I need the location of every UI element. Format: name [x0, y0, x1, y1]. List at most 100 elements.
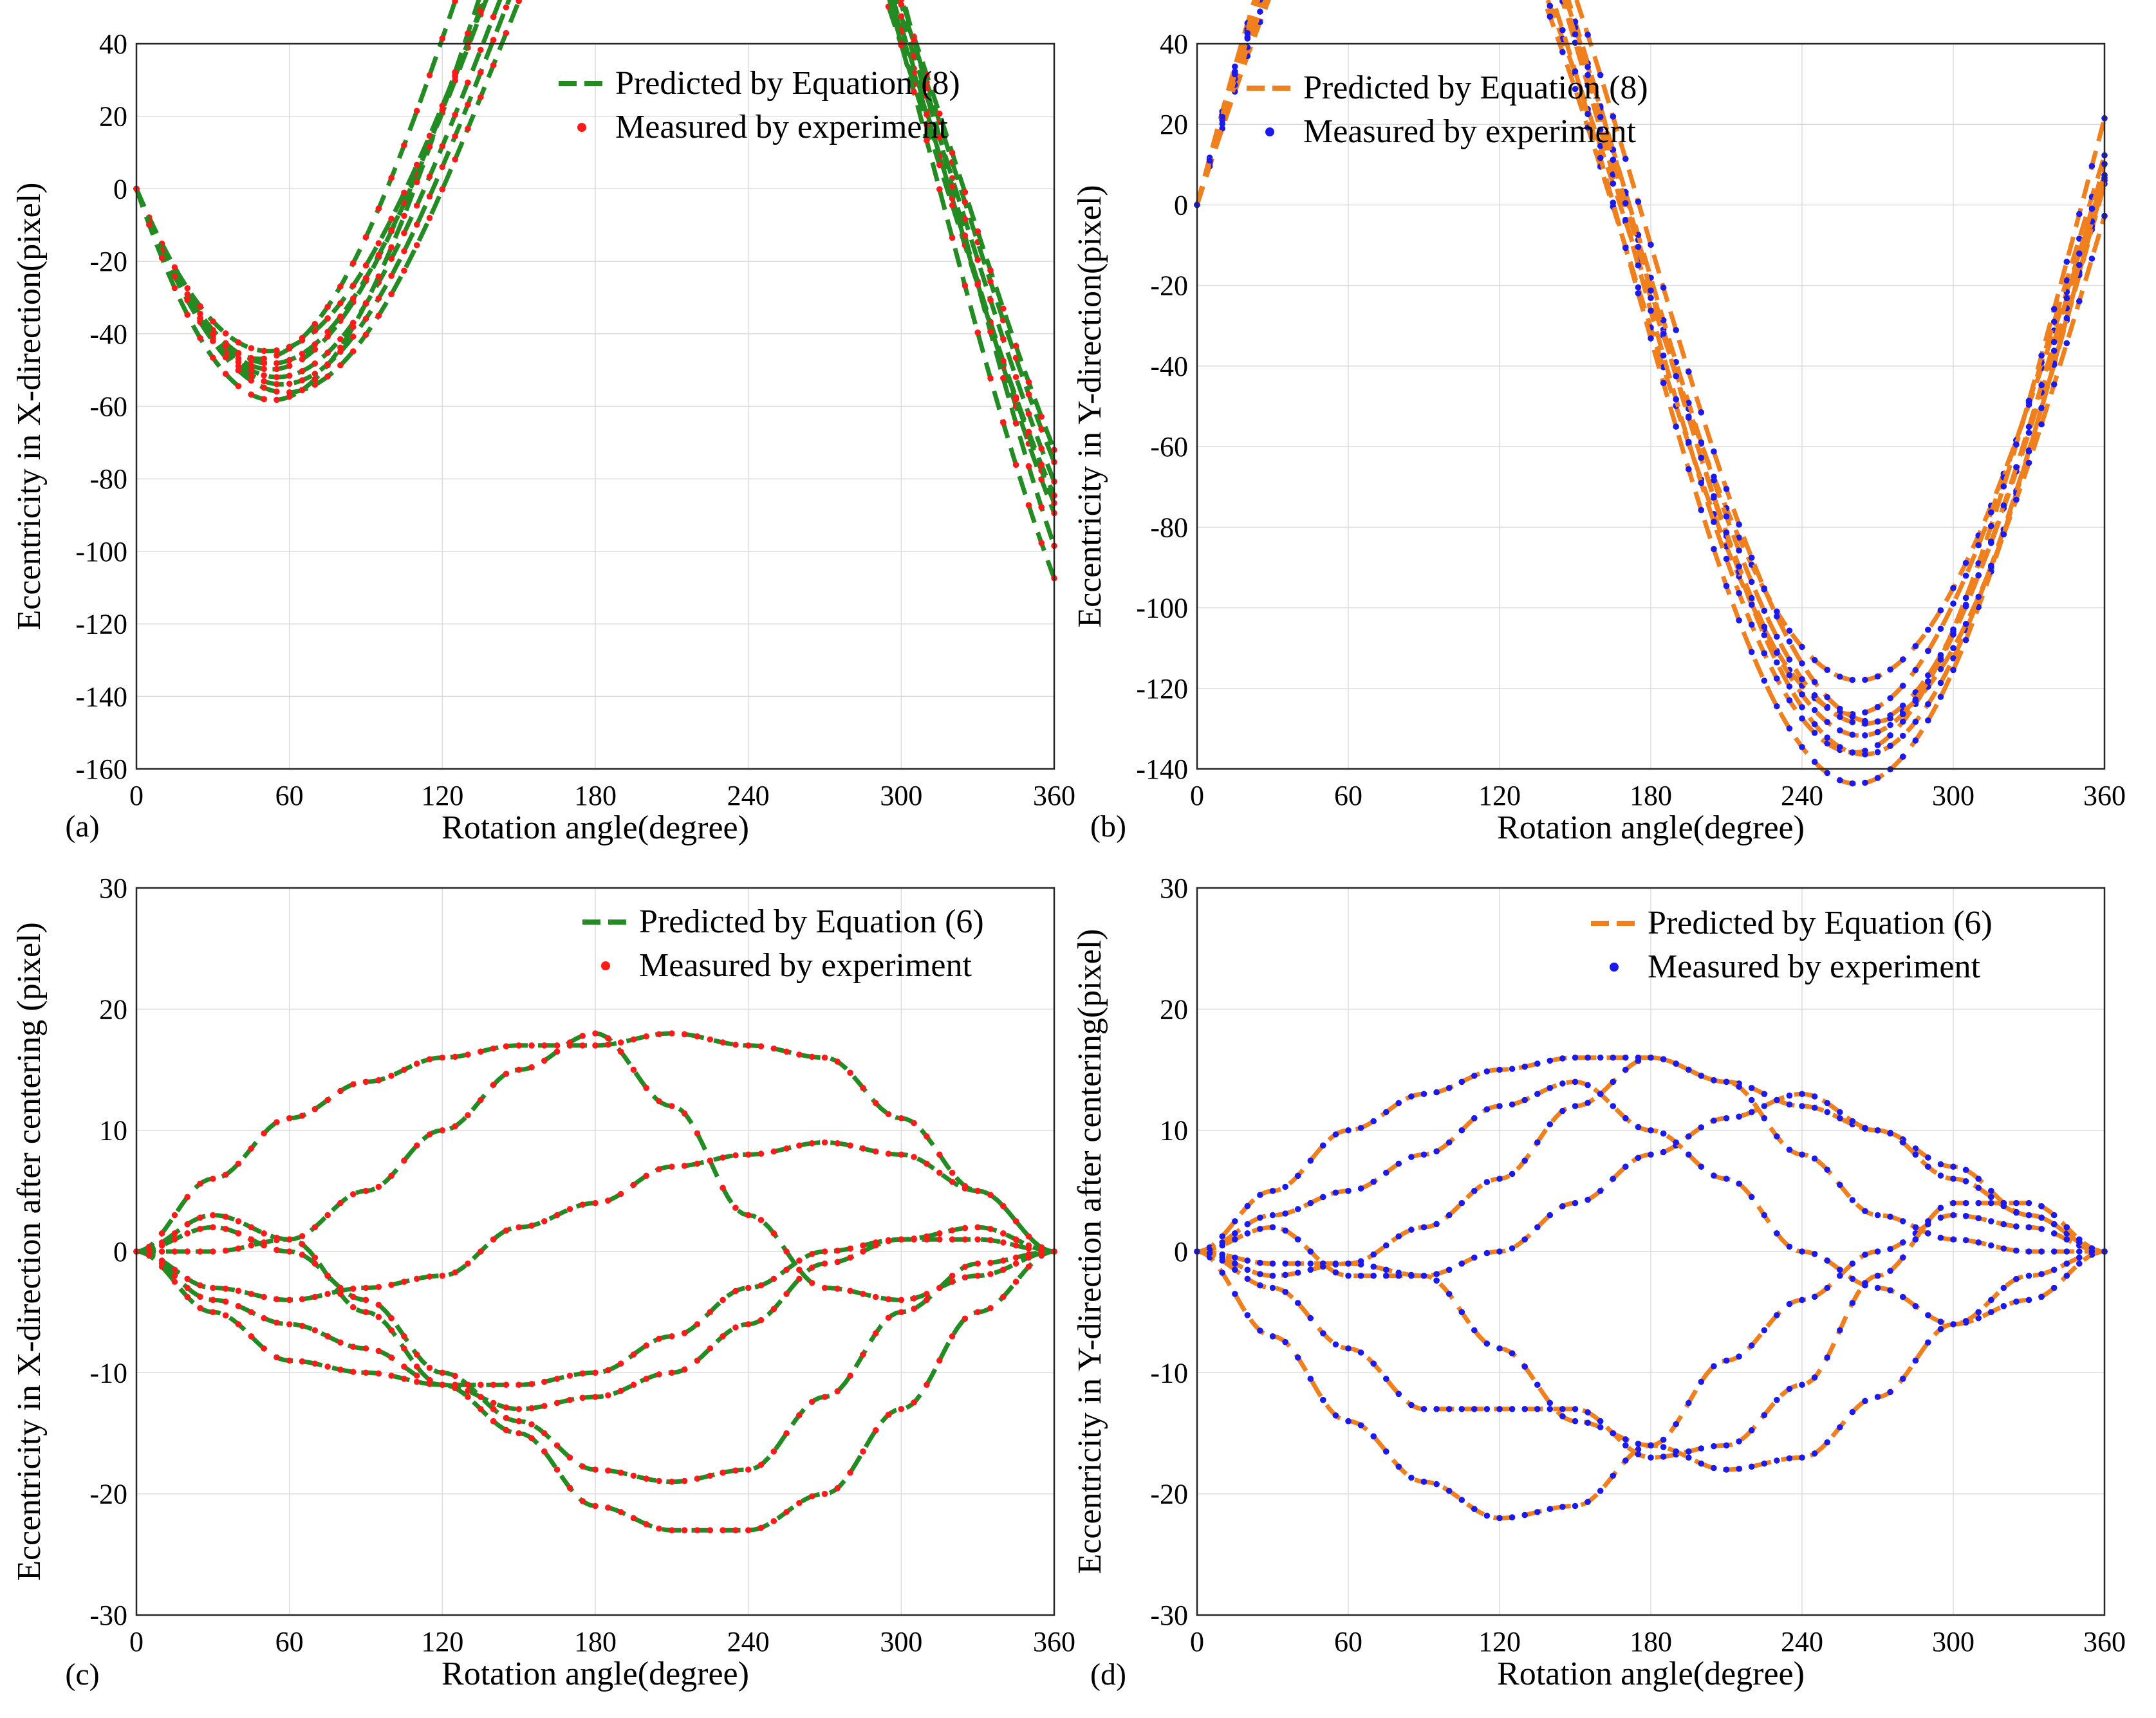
measured-point: [1862, 676, 1868, 683]
measured-point: [171, 284, 178, 291]
measured-point: [1232, 1218, 1238, 1224]
measured-point: [605, 1392, 611, 1399]
measured-point: [1408, 1272, 1415, 1279]
measured-point: [949, 1279, 956, 1285]
measured-point: [1774, 1133, 1780, 1140]
measured-point: [2038, 1226, 2045, 1232]
measured-point: [388, 1315, 395, 1322]
measured-point: [592, 1199, 599, 1206]
measured-point: [490, 1418, 497, 1425]
measured-point: [1395, 1390, 1402, 1398]
measured-point: [1736, 590, 1742, 596]
y-tick-label: -120: [75, 609, 127, 640]
measured-point: [248, 1291, 255, 1297]
measured-point: [2076, 298, 2083, 304]
measured-point: [1988, 1194, 1994, 1201]
measured-point: [872, 1293, 879, 1300]
measured-point: [478, 1406, 484, 1412]
measured-point: [1874, 1248, 1881, 1255]
measured-point: [2038, 1248, 2045, 1255]
measured-point: [885, 1111, 892, 1118]
measured-point: [324, 333, 331, 340]
measured-point: [1332, 1341, 1339, 1348]
measured-point: [1786, 1243, 1793, 1250]
measured-point: [745, 1527, 752, 1533]
measured-point: [1483, 1512, 1491, 1519]
measured-point: [286, 1115, 293, 1122]
measured-point: [1748, 1096, 1755, 1104]
measured-point: [1483, 1250, 1491, 1257]
panel-c: 0 60 120 180 240 300 360 -30 -20 -10 0 10 20 30 Rotati…: [11, 873, 1075, 1692]
y-tick-label: -40: [89, 319, 127, 350]
measured-point: [579, 1201, 586, 1208]
measured-point: [2050, 1221, 2058, 1228]
measured-point: [299, 387, 306, 393]
measured-point: [2025, 448, 2032, 455]
measured-point: [1269, 1272, 1276, 1279]
measured-point: [235, 363, 242, 369]
measured-point: [720, 1469, 726, 1476]
measured-point: [949, 1272, 956, 1279]
measured-point: [478, 1048, 484, 1055]
measured-point: [1950, 667, 1956, 674]
measured-point: [1950, 1163, 1956, 1170]
measured-point: [1988, 522, 1994, 530]
measured-point: [235, 1321, 242, 1327]
measured-point: [1937, 666, 1944, 672]
measured-point: [707, 1345, 714, 1352]
measured-point: [197, 335, 203, 342]
measured-point: [362, 1297, 369, 1304]
legend-label-measured: Measured by experiment: [615, 109, 948, 145]
measured-point: [1950, 1176, 1956, 1182]
measured-point: [987, 375, 994, 382]
x-tick-label: 300: [880, 1626, 922, 1658]
measured-point: [1320, 1263, 1326, 1270]
measured-point: [1899, 1218, 1906, 1224]
measured-point: [1988, 1297, 1994, 1304]
measured-point: [1761, 1115, 1768, 1122]
measured-point: [656, 1335, 662, 1342]
measured-point: [2038, 1293, 2045, 1300]
measured-point: [834, 1286, 841, 1292]
measured-point: [401, 212, 407, 219]
measured-point: [1912, 719, 1919, 725]
measured-point: [566, 1454, 573, 1461]
measured-point: [1887, 695, 1893, 701]
measured-point: [987, 297, 994, 303]
measured-point: [1887, 1389, 1893, 1396]
y-tick-label: 20: [99, 101, 127, 133]
measured-point: [1635, 284, 1642, 291]
measured-point: [1862, 1280, 1868, 1286]
y-axis-title: Eccentricity in Y-direction(pixel): [1072, 185, 1108, 627]
measured-point: [1723, 1357, 1730, 1364]
measured-point: [1433, 1277, 1440, 1284]
measured-point: [235, 1230, 242, 1237]
measured-point: [274, 1237, 280, 1244]
measured-point: [745, 1466, 752, 1473]
measured-point: [286, 1357, 293, 1364]
measured-point: [439, 1054, 446, 1061]
measured-point: [1357, 1349, 1364, 1356]
measured-point: [1874, 1127, 1881, 1134]
measured-point: [1799, 1151, 1805, 1158]
measured-point: [617, 1039, 624, 1046]
measured-point: [248, 372, 255, 378]
measured-point: [311, 360, 319, 367]
measured-point: [1572, 1078, 1579, 1085]
measured-point: [1622, 1442, 1629, 1449]
measured-point: [1534, 1060, 1541, 1067]
measured-point: [1257, 1282, 1263, 1289]
measured-point: [1925, 1163, 1931, 1170]
measured-point: [1597, 154, 1604, 162]
y-tick-label: -10: [89, 1357, 127, 1389]
measured-point: [808, 1140, 815, 1147]
measured-point: [1648, 1151, 1654, 1158]
measured-point: [1471, 1327, 1478, 1334]
measured-point: [197, 1282, 203, 1289]
measured-point: [732, 1152, 739, 1159]
measured-point: [605, 1197, 611, 1204]
measured-point: [924, 1381, 930, 1388]
measured-point: [1660, 1454, 1667, 1460]
measured-point: [248, 345, 255, 351]
measured-point: [388, 1354, 395, 1361]
